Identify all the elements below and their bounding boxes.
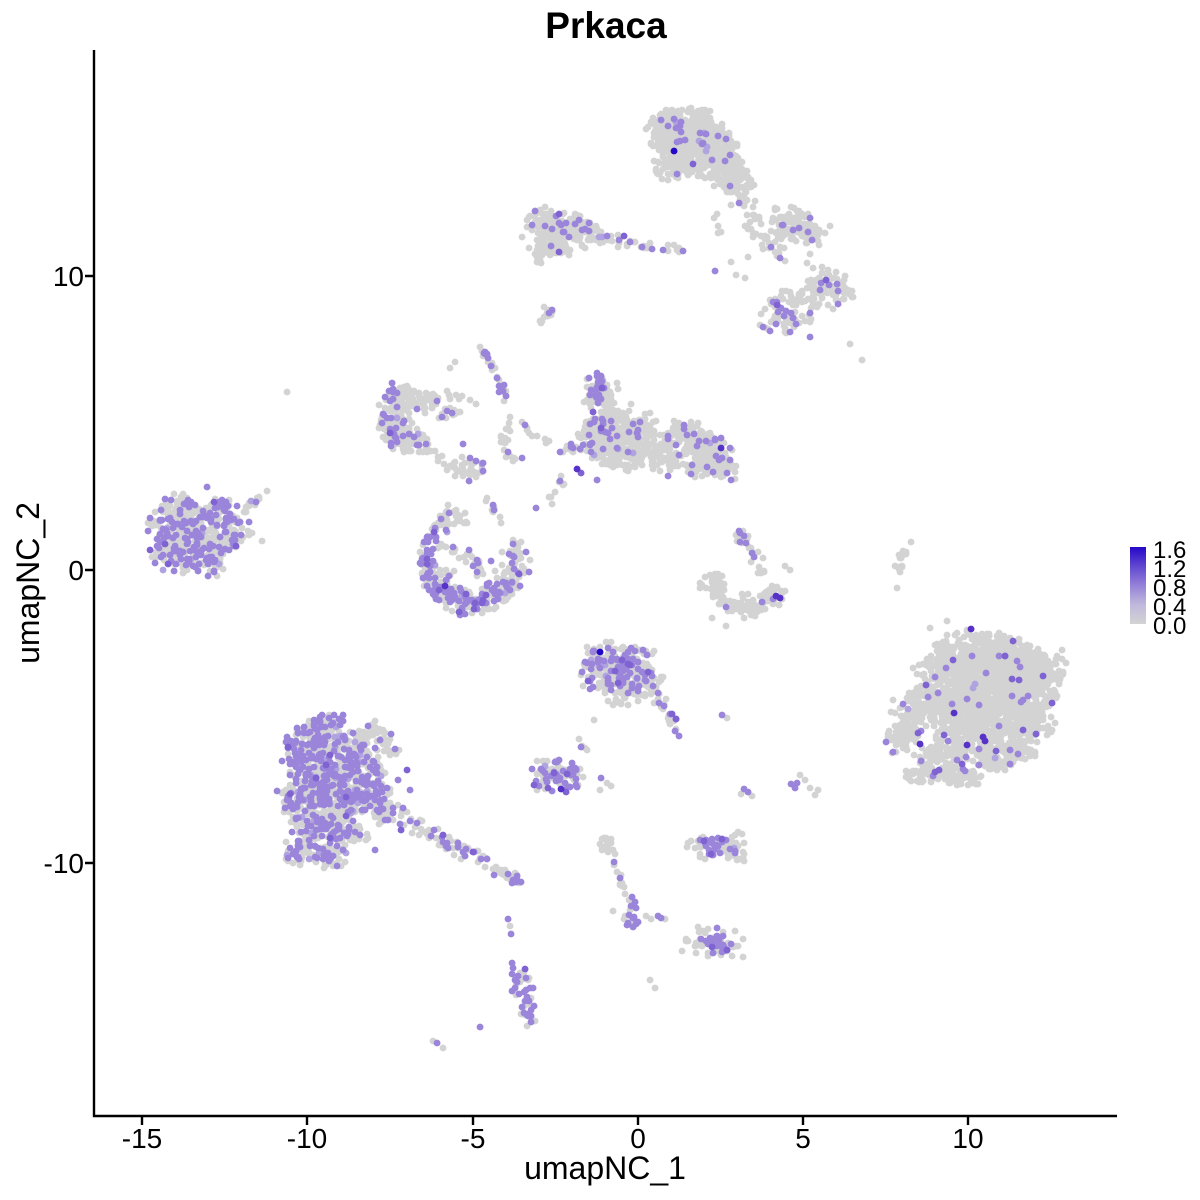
svg-text:5: 5 [795, 1123, 811, 1154]
svg-text:-5: -5 [461, 1123, 486, 1154]
svg-text:-10: -10 [44, 848, 84, 879]
svg-text:umapNC_1: umapNC_1 [524, 1150, 686, 1186]
svg-text:10: 10 [53, 261, 84, 292]
svg-text:1.2: 1.2 [1153, 556, 1186, 583]
svg-text:Prkaca: Prkaca [545, 5, 667, 46]
svg-text:0.4: 0.4 [1153, 594, 1186, 621]
svg-text:10: 10 [952, 1123, 983, 1154]
svg-text:0.0: 0.0 [1153, 613, 1186, 640]
svg-text:0: 0 [630, 1123, 646, 1154]
svg-text:1.6: 1.6 [1153, 537, 1186, 564]
svg-text:umapNC_2: umapNC_2 [10, 502, 46, 664]
svg-text:-15: -15 [122, 1123, 162, 1154]
svg-text:-10: -10 [287, 1123, 327, 1154]
svg-text:0: 0 [68, 555, 84, 586]
svg-text:0.8: 0.8 [1153, 575, 1186, 602]
